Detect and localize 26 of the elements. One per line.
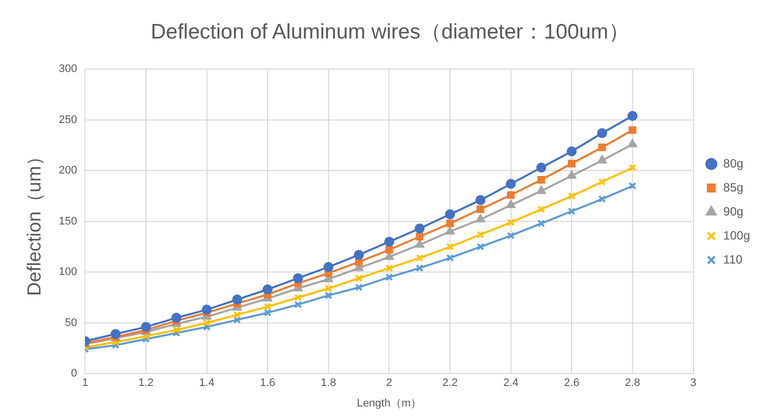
chart-title: Deflection of Aluminum wires（diameter：100um） bbox=[150, 20, 630, 44]
legend-label: 110 bbox=[723, 252, 743, 266]
x-tick-label: 2 bbox=[386, 377, 392, 390]
y-tick-label: 50 bbox=[64, 316, 78, 329]
y-tick-label: 300 bbox=[58, 63, 78, 76]
x-axis-title: Length（m） bbox=[356, 397, 422, 410]
x-tick-label: 2.6 bbox=[564, 377, 580, 390]
x-tick-label: 1.6 bbox=[260, 377, 276, 390]
legend-label: 80g bbox=[723, 156, 744, 170]
x-tick-label: 3 bbox=[690, 377, 696, 390]
y-tick-label: 0 bbox=[71, 368, 78, 380]
y-tick-label: 150 bbox=[58, 215, 78, 228]
y-tick-label: 250 bbox=[58, 114, 78, 126]
x-tick-label: 2.4 bbox=[503, 377, 519, 390]
y-axis-title: Deflection（um） bbox=[24, 146, 46, 296]
x-tick-label: 2.2 bbox=[442, 377, 458, 390]
legend-label: 90g bbox=[723, 204, 744, 218]
x-tick-label: 1.4 bbox=[199, 377, 214, 390]
legend-label: 100g bbox=[723, 228, 750, 242]
legend-label: 85g bbox=[723, 180, 744, 194]
y-tick-label: 100 bbox=[58, 266, 78, 278]
x-tick-label: 1.2 bbox=[138, 377, 154, 390]
x-tick-label: 1 bbox=[82, 377, 88, 390]
y-tick-label: 200 bbox=[58, 164, 78, 177]
x-tick-label: 1.8 bbox=[320, 377, 336, 390]
x-tick-label: 2.8 bbox=[624, 377, 640, 390]
